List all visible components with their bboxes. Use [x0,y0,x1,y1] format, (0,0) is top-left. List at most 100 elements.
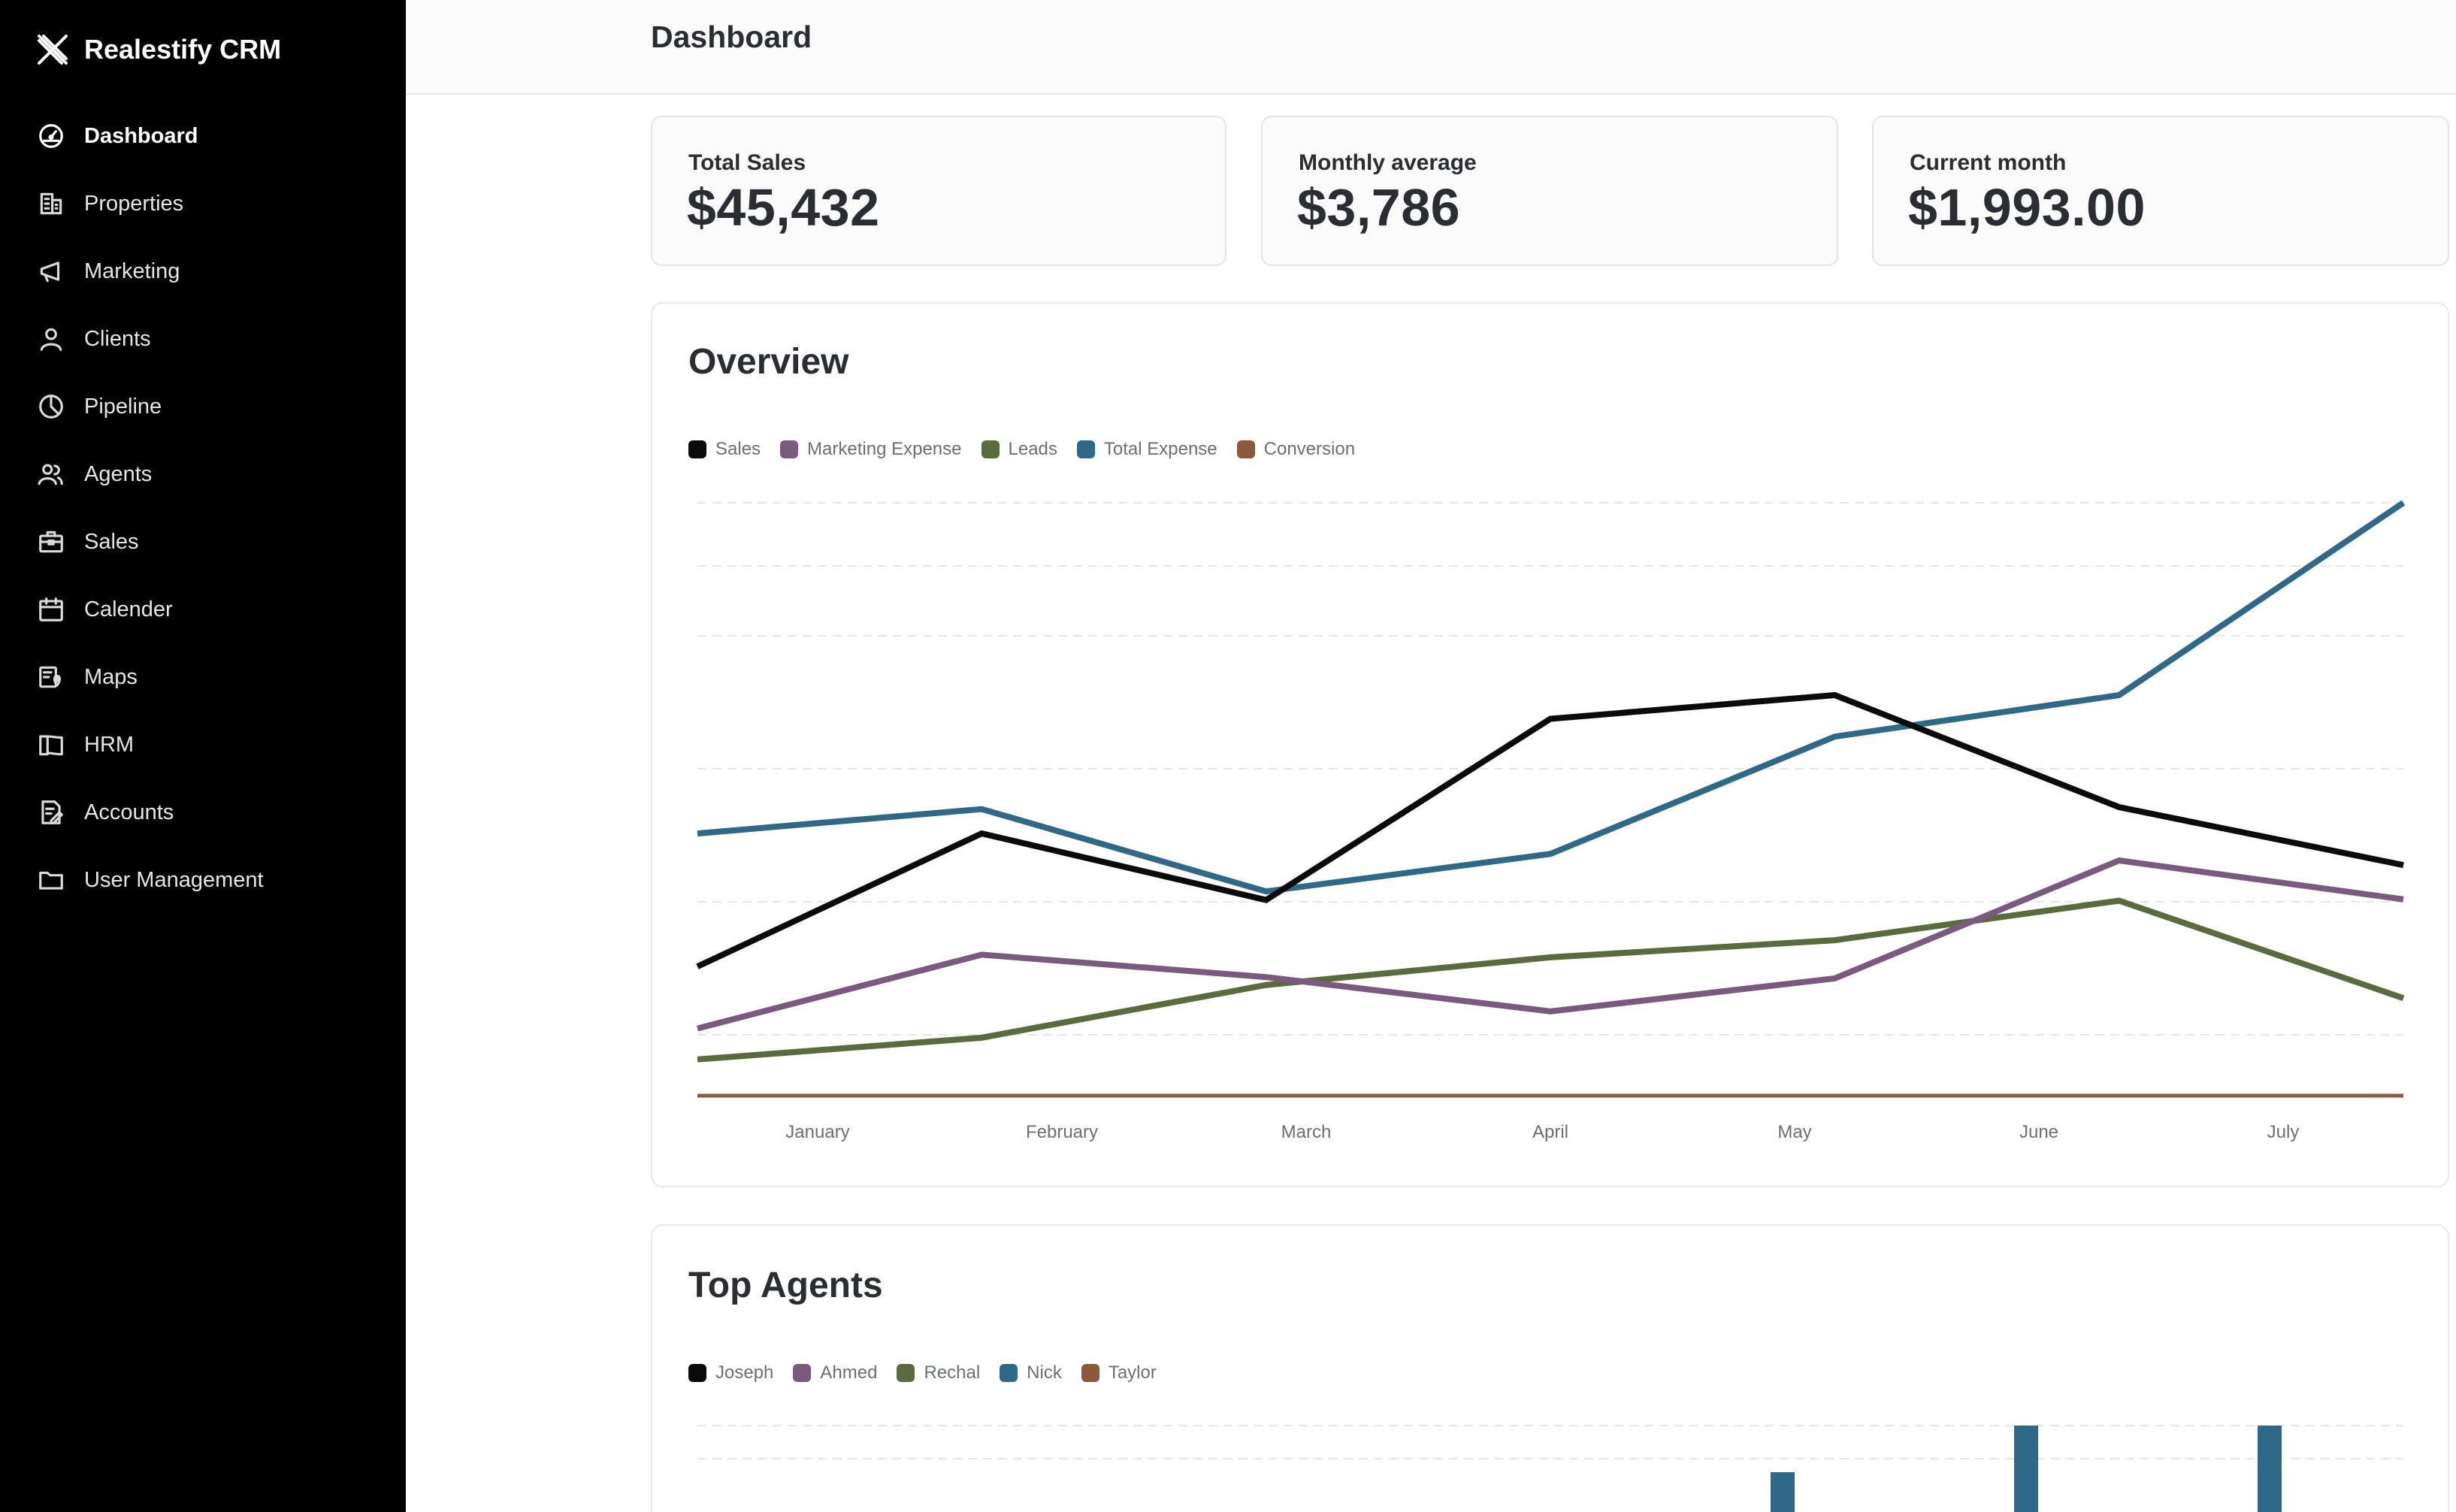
x-tick-label: April [1532,1122,1568,1142]
sidebar-item-marketing[interactable]: Marketing [0,237,406,305]
sidebar-item-label: Marketing [84,259,180,283]
document-edit-icon [36,797,66,827]
legend-item-conversion[interactable]: Conversion [1236,439,1356,460]
x-tick-label: March [1281,1122,1332,1142]
x-tick-label: January [785,1122,849,1142]
series-line-total-expense[interactable] [697,500,2406,895]
top-agents-panel: Top Agents Joseph Ahmed Rechal Nick Taylor [651,1224,2449,1512]
sidebar-item-hrm[interactable]: HRM [0,711,406,779]
book-icon [36,730,66,760]
stat-value: $3,786 [1297,178,1461,237]
realestify-logo-icon [38,35,68,65]
stat-label: Current month [1910,150,2067,175]
brand[interactable]: Realestify CRM [36,30,281,69]
sidebar-nav: Dashboard Properties Marketing Clients P… [0,102,406,914]
sidebar-item-label: User Management [84,867,264,892]
x-tick-label: June [2019,1122,2058,1142]
stat-value: $45,432 [687,178,880,237]
legend-label: Rechal [924,1362,981,1383]
sidebar-item-label: Sales [84,529,139,554]
legend-swatch [897,1364,915,1382]
sidebar-item-calender[interactable]: Calender [0,576,406,643]
legend-label: Ahmed [820,1362,878,1383]
legend-label: Leads [1008,439,1057,459]
legend-item-taylor[interactable]: Taylor [1081,1362,1157,1383]
legend-item-total-expense[interactable]: Total Expense [1076,439,1217,460]
overview-line-chart: January February March April May June July [696,500,2406,1142]
legend-swatch [1081,1364,1099,1382]
legend-swatch [688,440,706,458]
x-tick-label: May [1777,1122,1811,1142]
legend-swatch [793,1364,812,1382]
legend-swatch [1076,440,1095,458]
top-agents-title: Top Agents [688,1266,883,1305]
map-pin-icon [36,662,66,692]
legend-item-nick[interactable]: Nick [1000,1362,1062,1383]
legend-swatch [688,1364,706,1382]
legend-swatch [1000,1364,1018,1382]
legend-item-marketing-expense[interactable]: Marketing Expense [780,439,962,460]
sidebar-item-label: HRM [84,732,135,757]
series-line-marketing-expense[interactable] [696,857,2404,1032]
stat-card-monthly-average: Monthly average $3,786 [1261,116,1838,266]
overview-title: Overview [688,342,849,382]
sidebar-item-label: Dashboard [84,123,198,148]
calendar-icon [36,594,66,624]
stat-label: Total Sales [688,150,806,175]
legend-label: Joseph [715,1362,774,1383]
sidebar-item-label: Calender [84,597,173,621]
sidebar-item-properties[interactable]: Properties [0,170,406,237]
sidebar-item-maps[interactable]: Maps [0,643,406,711]
overview-legend: Sales Marketing Expense Leads Total Expense… [688,439,1375,460]
users-icon [36,459,66,489]
sidebar-item-agents[interactable]: Agents [0,440,406,508]
sidebar-item-dashboard[interactable]: Dashboard [0,102,406,170]
bar-nick[interactable] [2258,1426,2282,1512]
sidebar-item-label: Clients [84,326,151,351]
pie-chart-icon [36,392,66,422]
app-name: Realestify CRM [84,34,282,65]
series-line-leads[interactable] [697,897,2405,1063]
sidebar-item-label: Pipeline [84,394,162,419]
bar-nick[interactable] [2014,1426,2038,1512]
stat-card-current-month: Current month $1,993.00 [1872,116,2449,266]
legend-label: Conversion [1263,439,1356,459]
stat-value: $1,993.00 [1908,178,2146,237]
legend-label: Marketing Expense [807,439,962,459]
top-agents-legend: Joseph Ahmed Rechal Nick Taylor [688,1362,1176,1383]
top-agents-bar-chart [697,1425,2403,1512]
sidebar-item-sales[interactable]: Sales [0,508,406,576]
legend-item-ahmed[interactable]: Ahmed [793,1362,877,1383]
legend-swatch [1236,440,1255,458]
dashboard-gauge-icon [36,121,66,151]
sidebar-item-label: Accounts [84,800,174,824]
megaphone-icon [36,256,66,286]
stat-card-total-sales: Total Sales $45,432 [651,116,1226,266]
legend-swatch [981,440,1000,458]
bar-nick[interactable] [1771,1472,1795,1512]
legend-item-sales[interactable]: Sales [688,439,761,460]
legend-swatch [780,440,799,458]
sidebar-item-label: Properties [84,191,184,216]
stat-label: Monthly average [1299,150,1477,175]
folder-icon [36,865,66,895]
briefcase-icon [36,527,66,557]
sidebar-item-clients[interactable]: Clients [0,305,406,373]
page-title: Dashboard [651,20,812,54]
building-icon [36,189,66,219]
series-line-sales[interactable] [696,691,2404,969]
x-tick-label: February [1026,1122,1098,1142]
page-header: Dashboard [406,0,2456,95]
user-icon [36,324,66,354]
legend-item-joseph[interactable]: Joseph [688,1362,773,1383]
sidebar-item-label: Agents [84,461,153,486]
legend-item-rechal[interactable]: Rechal [897,1362,980,1383]
sidebar-item-user-management[interactable]: User Management [0,846,406,914]
legend-item-leads[interactable]: Leads [981,439,1057,460]
legend-label: Sales [715,439,761,459]
legend-label: Nick [1027,1362,1062,1383]
sidebar-item-pipeline[interactable]: Pipeline [0,373,406,440]
sidebar-item-accounts[interactable]: Accounts [0,779,406,846]
sidebar: Realestify CRM Dashboard Properties Mark… [0,0,406,1512]
sidebar-item-label: Maps [84,664,138,689]
